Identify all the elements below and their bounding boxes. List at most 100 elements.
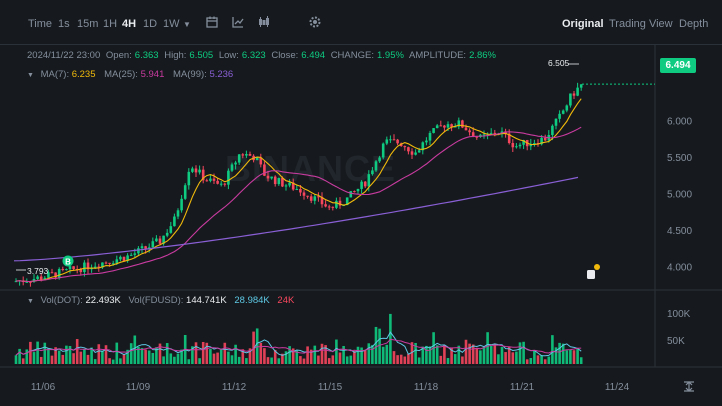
candle-body <box>169 226 173 233</box>
candle-body <box>223 183 227 185</box>
volume-bar <box>68 345 72 364</box>
change-value: 1.95% <box>376 50 404 61</box>
interval-15m[interactable]: 15m <box>77 18 99 30</box>
candle-body <box>410 151 414 155</box>
volume-bar <box>119 358 122 364</box>
candle-body <box>345 197 349 206</box>
price-axis-label: 4.000 <box>667 263 692 274</box>
volume-bar <box>299 356 302 364</box>
view-tradingview-tab[interactable]: Trading View <box>609 18 673 30</box>
volume-bar <box>327 358 331 364</box>
candle-body <box>493 132 497 135</box>
volume-bar <box>547 356 551 364</box>
volume-bar <box>248 348 252 364</box>
candle-body <box>245 154 248 156</box>
volume-bar <box>479 350 482 364</box>
vol-ma2-value: 24K <box>277 295 295 306</box>
volume-bar <box>115 342 119 364</box>
ohlc-datetime: 2024/11/22 23:00 <box>27 50 101 61</box>
candle-type-icon[interactable] <box>257 15 271 29</box>
volume-bar <box>151 352 155 364</box>
date-axis-label: 11/06 <box>31 382 56 393</box>
candle-body <box>471 132 475 137</box>
volume-bar <box>554 347 558 364</box>
calendar-icon[interactable] <box>205 15 219 29</box>
candle-body <box>356 188 360 192</box>
volume-bar <box>263 348 266 364</box>
volume-bar <box>97 344 101 364</box>
volume-bar <box>342 346 345 364</box>
candle-body <box>518 144 522 147</box>
volume-bar <box>291 348 295 364</box>
candle-body <box>371 170 374 175</box>
candle-body <box>489 132 493 134</box>
volume-bar <box>497 354 500 364</box>
interval-1h[interactable]: 1H <box>103 18 118 30</box>
volume-bar <box>245 358 248 364</box>
volume-bar <box>536 355 540 364</box>
volume-bar <box>471 344 475 364</box>
volume-bar <box>410 342 414 364</box>
candle-body <box>414 152 417 155</box>
volume-bar <box>104 345 108 364</box>
volume-bar <box>111 359 115 364</box>
volume-bar <box>414 342 417 364</box>
candle-body <box>551 125 554 136</box>
vol-toggle-icon[interactable]: ▼ <box>27 298 34 305</box>
volume-bar <box>288 346 291 364</box>
ma-toggle-icon[interactable]: ▼ <box>27 72 34 79</box>
buy-marker <box>62 255 74 267</box>
candle-body <box>450 124 453 127</box>
candle-body <box>389 139 392 141</box>
interval-4h[interactable]: 4H <box>122 18 137 30</box>
candle-body <box>158 238 162 244</box>
volume-bar <box>363 350 367 364</box>
candle-body <box>176 210 180 217</box>
candle-body <box>299 188 302 193</box>
candle-body <box>263 164 266 176</box>
candle-body <box>212 178 216 181</box>
candle-body <box>288 182 291 186</box>
volume-bar <box>86 354 90 364</box>
candle-body <box>198 169 201 173</box>
time-label[interactable]: Time <box>28 18 53 30</box>
volume-bar <box>72 353 75 364</box>
volume-bar <box>313 345 317 364</box>
interval-1w[interactable]: 1W <box>163 18 180 30</box>
volume-bar <box>558 342 561 364</box>
volume-bar <box>385 344 389 364</box>
candle-body <box>194 168 198 173</box>
candle-body <box>209 178 212 181</box>
settings-icon[interactable] <box>308 15 322 29</box>
candle-body <box>122 256 126 261</box>
volume-bar <box>169 353 173 364</box>
volume-bar <box>464 339 468 364</box>
candle-body <box>360 181 363 189</box>
volume-bar <box>65 345 68 364</box>
volume-bar <box>241 349 245 364</box>
candle-body <box>54 272 57 278</box>
volume-bar <box>36 341 39 364</box>
volume-bar <box>324 345 327 364</box>
interval-1d[interactable]: 1D <box>143 18 158 30</box>
candle-body <box>432 128 435 133</box>
candle-body <box>363 181 367 187</box>
close-label: Close: <box>271 50 299 61</box>
alert-dot-icon <box>594 264 600 270</box>
volume-bar <box>50 355 54 364</box>
indicator-icon[interactable] <box>231 15 245 29</box>
candle-body <box>291 182 295 190</box>
volume-bar <box>162 356 165 364</box>
view-original-tab[interactable]: Original <box>562 18 604 30</box>
price-axis-label: 5.000 <box>667 189 692 200</box>
candle-body <box>457 120 461 127</box>
chevron-down-icon[interactable]: ▼ <box>183 20 191 29</box>
interval-1s[interactable]: 1s <box>58 18 70 30</box>
candle-body <box>219 183 223 185</box>
candle-body <box>97 266 101 268</box>
candle-body <box>165 232 169 236</box>
view-depth-tab[interactable]: Depth <box>679 18 709 30</box>
volume-bar <box>396 355 399 364</box>
candle-body <box>115 259 119 264</box>
